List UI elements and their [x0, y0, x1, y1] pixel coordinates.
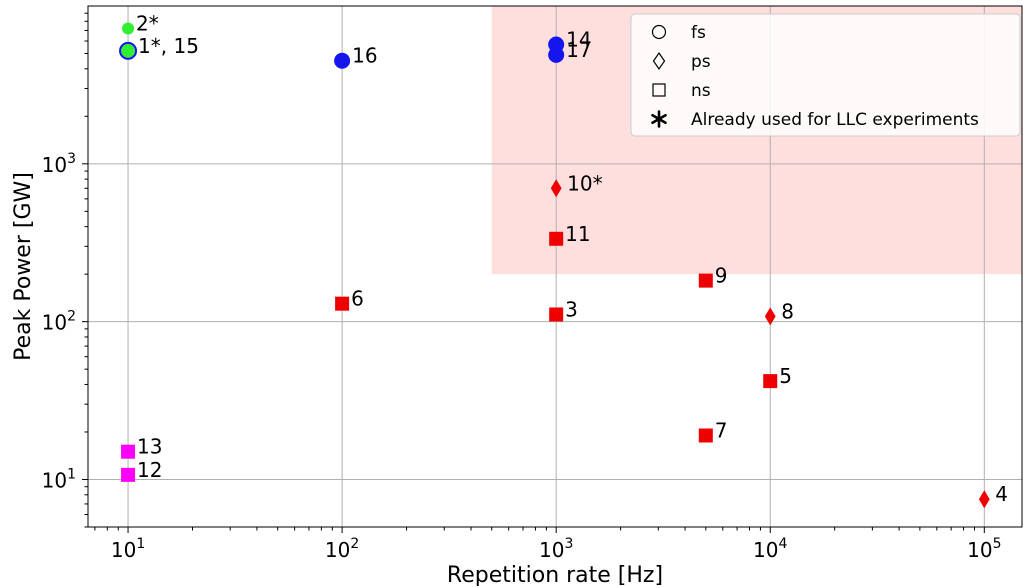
data-point-marker: [549, 307, 564, 322]
data-point-marker: [763, 374, 778, 389]
legend-label: ps: [691, 52, 711, 72]
data-point-label: 14: [566, 28, 591, 52]
data-point-label: 13: [137, 435, 162, 459]
legend-box: [630, 13, 1021, 137]
legend-asterisk-marker: [651, 110, 667, 128]
data-point-label: 16: [352, 44, 377, 68]
y-axis-title: Peak Power [GW]: [11, 172, 36, 361]
legend-label: fs: [691, 23, 706, 43]
legend-circle-marker: [651, 24, 667, 40]
axis-ticks: 101 102 103 104 105 101 102 103: [42, 12, 1001, 562]
x-tick-label: 101: [111, 536, 145, 562]
data-point-label: 17: [566, 38, 591, 62]
data-point-marker: [335, 296, 350, 311]
data-point-label: 12: [137, 458, 162, 482]
y-tick-label: 102: [42, 309, 76, 335]
x-tick-label: 103: [539, 536, 573, 562]
legend-diamond-marker: [652, 51, 666, 71]
y-tick-label: 101: [42, 466, 76, 492]
data-point-marker: [550, 179, 562, 198]
x-tick-label: 104: [753, 536, 787, 562]
data-point-marker: [549, 231, 564, 246]
x-axis-title: Repetition rate [Hz]: [447, 563, 663, 586]
legend-label: Already used for LLC experiments: [691, 110, 979, 130]
data-point-marker: [698, 428, 713, 443]
data-point-label: 9: [715, 264, 728, 288]
plot-frame: [87, 5, 1023, 528]
data-point-marker: [978, 490, 990, 509]
x-tick-label: 102: [325, 536, 359, 562]
data-point-label: 2*: [136, 12, 159, 36]
data-point-label: 1*, 15: [138, 34, 199, 58]
data-point-marker: [334, 52, 351, 69]
data-point-label: 8: [781, 299, 794, 323]
y-tick-label: 103: [42, 151, 76, 177]
data-point-label: 11: [565, 222, 590, 246]
data-point-marker: [121, 444, 136, 459]
data-point-marker: [698, 273, 713, 288]
legend-label: ns: [691, 81, 711, 101]
data-point-label: 6: [351, 287, 364, 311]
data-point-label: 4: [995, 482, 1008, 506]
data-point-marker: [121, 467, 136, 482]
data-point-label: 10*: [567, 171, 602, 195]
legend-square-marker: [652, 83, 666, 97]
data-point-marker: [764, 307, 776, 326]
x-tick-label: 105: [967, 536, 1001, 562]
data-point-label: 5: [779, 364, 792, 388]
data-point-marker: [122, 22, 135, 35]
data-point-marker: [119, 41, 138, 60]
data-point-marker: [548, 46, 565, 63]
legend: fs ps ns Already used for LLC experiments: [630, 13, 1021, 137]
data-point-label: 3: [565, 298, 578, 322]
data-point-label: 7: [715, 418, 728, 442]
